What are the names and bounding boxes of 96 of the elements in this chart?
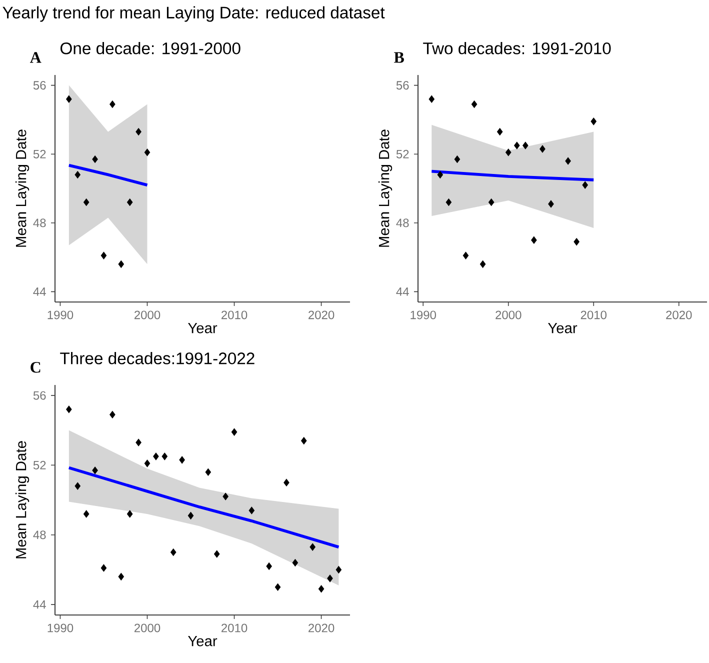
y-tick-label: 52 — [396, 150, 409, 158]
point — [188, 512, 194, 520]
point — [574, 238, 580, 246]
point — [205, 468, 212, 476]
point — [74, 482, 80, 490]
y-tick-label: 48 — [396, 218, 409, 228]
y-tick-label: 48 — [33, 530, 46, 540]
point — [531, 236, 537, 244]
x-tick-label: 2010 — [222, 310, 248, 320]
point — [162, 452, 168, 460]
point — [590, 118, 596, 126]
point — [118, 260, 124, 268]
point — [100, 252, 107, 260]
point — [136, 438, 142, 446]
point — [446, 198, 452, 206]
point — [514, 142, 520, 150]
y-tick-label: 44 — [33, 600, 46, 609]
x-tick-label: 2000 — [134, 624, 160, 632]
point — [496, 128, 503, 136]
point — [110, 410, 116, 418]
point — [540, 145, 546, 153]
point — [179, 456, 185, 464]
x-tick-label: 1990 — [48, 624, 74, 632]
point — [66, 95, 72, 103]
x-tick-label: 2010 — [580, 310, 607, 320]
x-tick-label: 1990 — [410, 310, 436, 320]
point — [118, 572, 124, 580]
point — [66, 406, 72, 414]
point — [83, 510, 90, 518]
y-tick-label: 44 — [396, 288, 409, 296]
y-tick-label: 48 — [33, 218, 46, 228]
point — [126, 198, 133, 206]
text: Yearly trend for mean Laying Date: reduced dataset — [2, 6, 385, 22]
y-tick-label: 44 — [33, 288, 46, 296]
point — [74, 171, 80, 178]
chart-title: One decade: 1991-2000 — [60, 42, 240, 54]
point — [327, 574, 333, 582]
x-axis-title: Year — [188, 323, 218, 334]
y-tick-label: 56 — [33, 81, 46, 90]
x-tick-label: 2020 — [308, 310, 334, 320]
y-axis-title: Mean Laying Date — [15, 441, 30, 558]
y-axis-title: Mean Laying Date — [15, 130, 30, 247]
x-tick-label: 2000 — [134, 310, 160, 320]
point — [170, 548, 176, 556]
point — [454, 156, 460, 163]
point — [136, 128, 142, 136]
y-tick-label: 56 — [33, 391, 46, 400]
x-axis-title: Year — [188, 636, 218, 646]
point — [318, 585, 324, 593]
point — [310, 543, 316, 551]
point — [437, 171, 444, 178]
point — [266, 562, 272, 570]
point — [153, 452, 159, 460]
point — [506, 148, 512, 156]
point — [214, 550, 220, 558]
point — [231, 428, 238, 436]
point — [144, 460, 150, 468]
point — [92, 466, 98, 474]
x-tick-label: 2010 — [222, 624, 248, 632]
x-axis-title: Year — [548, 323, 578, 334]
y-tick-label: 56 — [396, 81, 409, 90]
point — [126, 510, 133, 518]
x-tick-label: 2000 — [496, 310, 522, 320]
point — [92, 156, 98, 163]
point — [565, 157, 571, 165]
point — [301, 437, 307, 444]
x-tick-label: 2020 — [308, 624, 334, 632]
text: A — [30, 52, 42, 63]
x-tick-label: 2020 — [666, 310, 692, 320]
y-tick-label: 52 — [33, 460, 46, 470]
text: B — [394, 52, 404, 63]
text: C — [30, 362, 40, 373]
point — [144, 148, 150, 156]
y-tick-label: 52 — [33, 150, 46, 158]
point — [548, 200, 554, 208]
point — [83, 198, 90, 206]
point — [488, 198, 494, 206]
point — [522, 142, 528, 150]
point — [100, 564, 107, 572]
point — [248, 506, 255, 514]
line-series — [67, 466, 340, 549]
point — [110, 100, 116, 108]
point — [274, 583, 281, 591]
point — [428, 95, 435, 103]
chart-title: Two decades: 1991-2010 — [423, 42, 611, 54]
point — [292, 558, 298, 566]
point — [462, 252, 469, 260]
point — [336, 566, 342, 574]
y-axis-title: Mean Laying Date — [378, 130, 392, 247]
point — [222, 492, 228, 500]
point — [582, 181, 588, 189]
point — [471, 100, 478, 108]
chart-title: Three decades:1991-2022 — [60, 352, 254, 364]
point — [480, 260, 486, 268]
x-tick-label: 1990 — [48, 310, 74, 320]
point — [284, 478, 290, 486]
